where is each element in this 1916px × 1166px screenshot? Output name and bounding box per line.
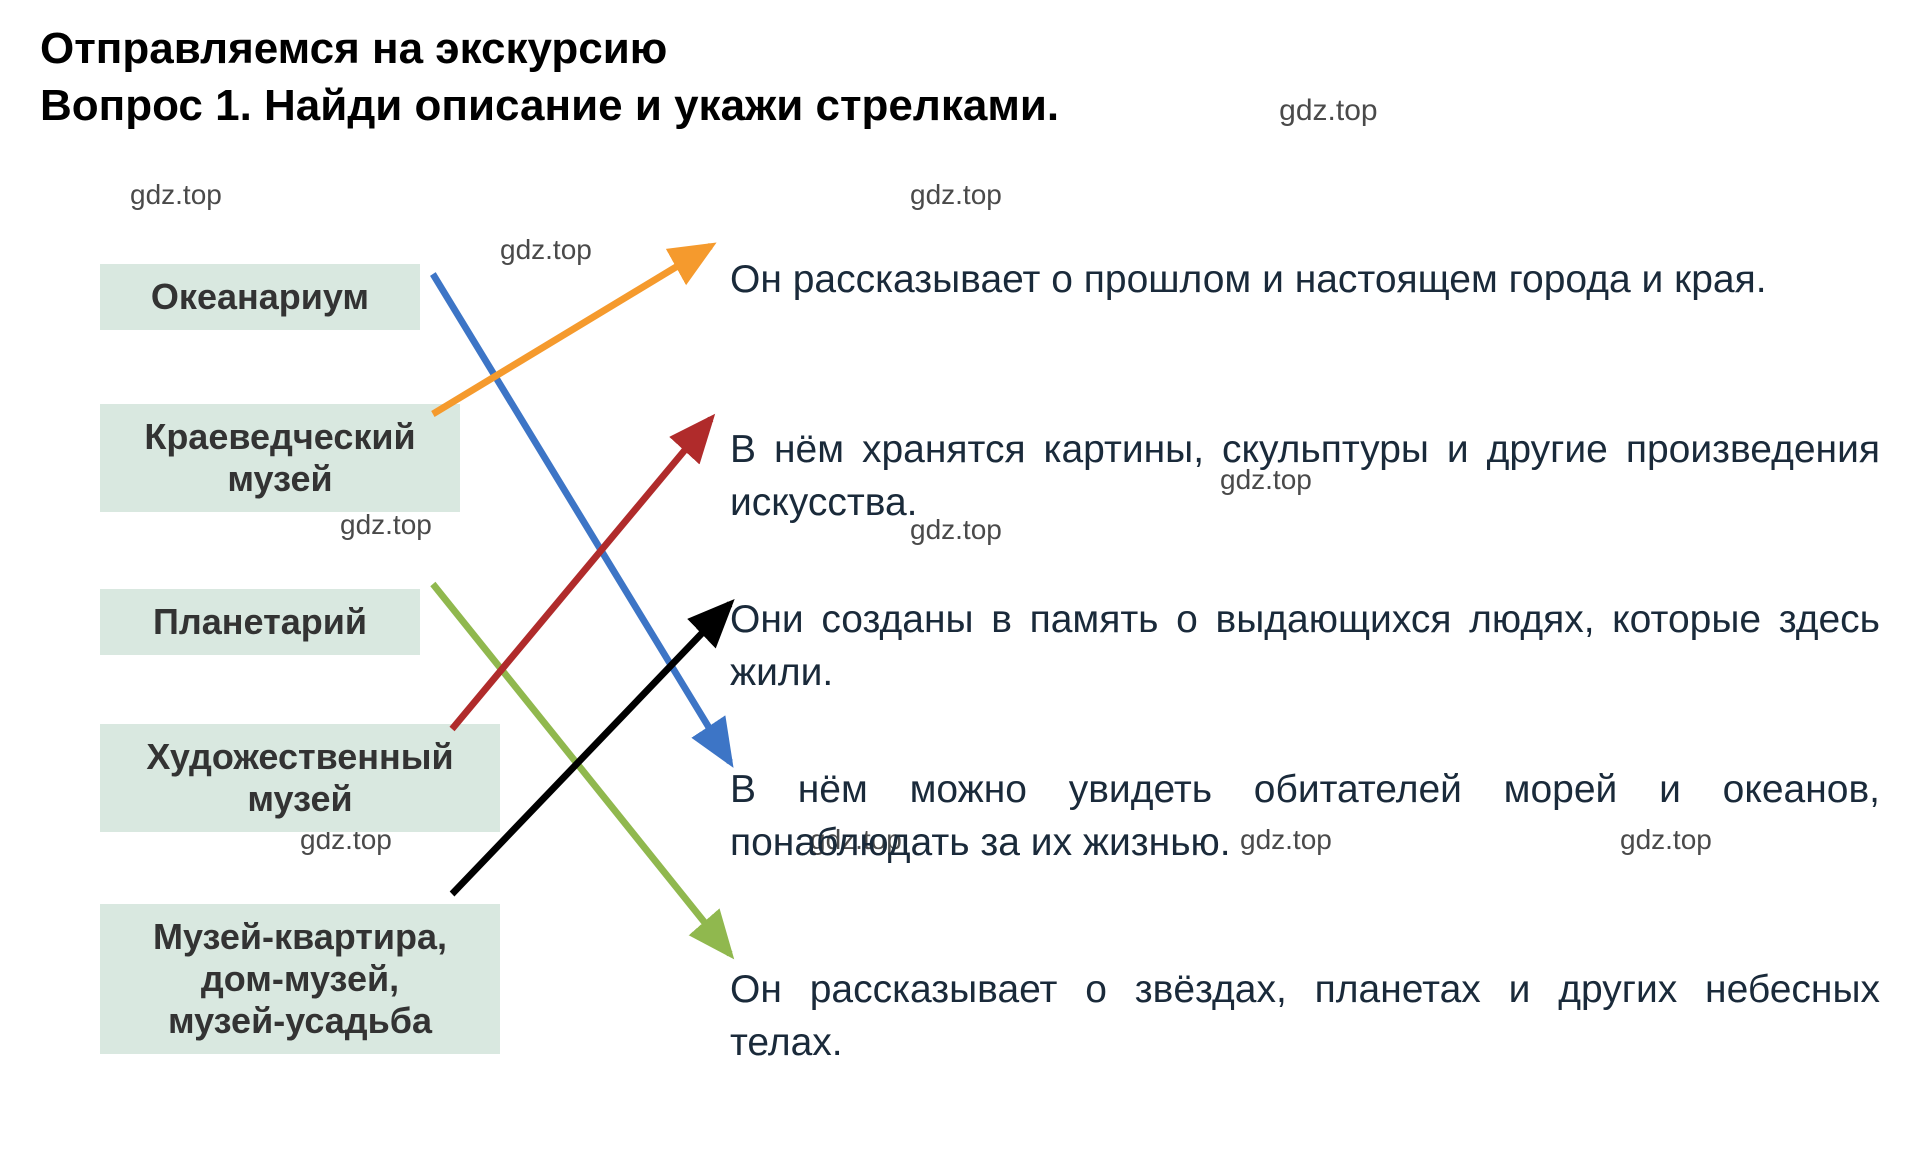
label-text-line2: дом-музей,: [201, 958, 399, 999]
header: Отправляемся на экскурсию Вопрос 1. Найд…: [40, 20, 1876, 134]
label-art-museum: Художественный музей: [100, 724, 500, 832]
arrow-art-museum: [452, 419, 711, 729]
main-title: Отправляемся на экскурсию: [40, 20, 1876, 77]
watermark: gdz.top: [910, 179, 1002, 211]
matching-diagram: gdz.top gdz.top gdz.top gdz.top gdz.top …: [40, 174, 1876, 1074]
label-memorial-museum: Музей-квартира, дом-музей, музей-усадьба: [100, 904, 500, 1054]
watermark: gdz.top: [500, 234, 592, 266]
label-planetarium: Планетарий: [100, 589, 420, 655]
label-text-line1: Краеведческий: [144, 416, 415, 457]
label-text-line1: Музей-квартира,: [153, 916, 447, 957]
label-text-line1: Художественный: [146, 736, 453, 777]
label-text-line3: музей-усадьба: [168, 1000, 432, 1041]
label-local-museum: Краеведческий музей: [100, 404, 460, 512]
desc-ocean: В нём можно увидеть обитателей морей и о…: [730, 764, 1880, 869]
arrow-local-museum: [433, 246, 711, 414]
watermark: gdz.top: [340, 509, 432, 541]
watermark: gdz.top: [130, 179, 222, 211]
label-oceanarium: Океанариум: [100, 264, 420, 330]
label-text: Океанариум: [151, 276, 369, 317]
desc-memorial: Они созданы в память о выдающихся людях,…: [730, 594, 1880, 699]
label-text: Планетарий: [153, 601, 367, 642]
label-text-line2: музей: [227, 458, 332, 499]
desc-stars: Он рассказывает о звёздах, планетах и др…: [730, 964, 1880, 1069]
desc-local-history: Он рассказывает о прошлом и настоящем го…: [730, 254, 1880, 307]
watermark-header: gdz.top: [1279, 94, 1377, 128]
arrow-oceanarium: [433, 274, 730, 762]
desc-art: В нём хранятся картины, скульптуры и дру…: [730, 424, 1880, 529]
question-text: Вопрос 1. Найди описание и укажи стрелка…: [40, 77, 1059, 134]
label-text-line2: музей: [247, 778, 352, 819]
